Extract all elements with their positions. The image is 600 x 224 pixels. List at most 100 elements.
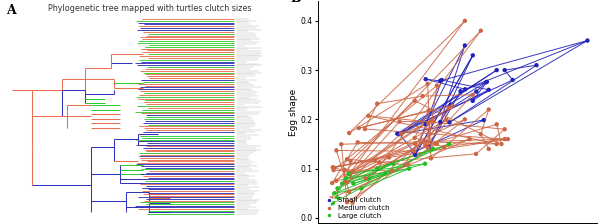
Point bbox=[403, 163, 413, 166]
Point bbox=[482, 80, 492, 84]
Point bbox=[410, 153, 420, 157]
Point bbox=[328, 166, 338, 169]
Point bbox=[421, 144, 430, 147]
Point bbox=[432, 142, 442, 146]
Point bbox=[421, 140, 431, 143]
Point bbox=[508, 78, 517, 82]
Point bbox=[460, 88, 470, 91]
Point bbox=[388, 162, 398, 166]
Point bbox=[364, 114, 373, 118]
Point bbox=[392, 132, 402, 136]
Point bbox=[437, 78, 446, 82]
Point bbox=[424, 122, 433, 125]
Point bbox=[423, 82, 433, 86]
Point bbox=[344, 171, 354, 174]
Point bbox=[384, 156, 394, 159]
Point bbox=[421, 77, 430, 81]
Point bbox=[465, 137, 475, 141]
Point bbox=[428, 147, 438, 151]
Point bbox=[460, 44, 470, 47]
Legend: Small clutch, Medium clutch, Large clutch: Small clutch, Medium clutch, Large clutc… bbox=[322, 196, 390, 219]
Point bbox=[344, 172, 353, 175]
Point bbox=[410, 142, 420, 145]
Point bbox=[421, 122, 430, 126]
Point bbox=[583, 39, 592, 42]
Point bbox=[476, 29, 485, 32]
Point bbox=[439, 145, 449, 149]
Point bbox=[484, 108, 494, 111]
Point bbox=[419, 140, 428, 144]
Point bbox=[409, 150, 419, 154]
Point bbox=[410, 99, 419, 103]
Point bbox=[532, 63, 541, 67]
Point bbox=[445, 106, 455, 110]
Point bbox=[348, 170, 358, 174]
Point bbox=[361, 177, 370, 180]
Point bbox=[500, 68, 509, 72]
Point bbox=[332, 196, 342, 200]
Point bbox=[418, 94, 427, 98]
Point bbox=[481, 80, 491, 84]
Text: A: A bbox=[6, 4, 16, 17]
Point bbox=[446, 103, 455, 107]
Point bbox=[370, 159, 380, 162]
Point bbox=[395, 120, 404, 123]
Point bbox=[344, 190, 354, 194]
Point bbox=[448, 104, 457, 108]
Point bbox=[492, 142, 502, 146]
Point bbox=[420, 162, 430, 166]
Point bbox=[329, 192, 339, 195]
Point bbox=[492, 123, 502, 126]
Point bbox=[365, 177, 374, 180]
Point bbox=[329, 168, 338, 172]
Point bbox=[484, 147, 494, 151]
Point bbox=[468, 99, 478, 103]
Point bbox=[353, 140, 362, 144]
Point bbox=[492, 68, 502, 72]
Point bbox=[409, 149, 419, 153]
Point bbox=[476, 132, 485, 136]
Point bbox=[410, 136, 419, 140]
Point bbox=[460, 19, 470, 23]
Point bbox=[325, 206, 334, 210]
Point bbox=[374, 161, 384, 164]
Point bbox=[500, 127, 509, 131]
Point bbox=[484, 88, 494, 92]
Point bbox=[436, 120, 445, 124]
Point bbox=[423, 146, 433, 150]
Point bbox=[503, 137, 512, 141]
Point bbox=[328, 201, 338, 205]
Point bbox=[424, 146, 433, 149]
Point bbox=[429, 120, 439, 123]
Point bbox=[329, 166, 339, 169]
Point bbox=[404, 167, 414, 170]
Point bbox=[343, 180, 352, 184]
Point bbox=[342, 157, 352, 161]
Point bbox=[346, 159, 355, 163]
Point bbox=[500, 137, 509, 141]
Point bbox=[396, 132, 406, 136]
Point bbox=[347, 201, 357, 205]
Point bbox=[332, 179, 341, 183]
Point bbox=[326, 197, 335, 200]
Point bbox=[349, 182, 358, 185]
Point bbox=[373, 102, 382, 106]
Point bbox=[373, 167, 382, 170]
Point bbox=[444, 142, 454, 146]
Point bbox=[471, 152, 481, 156]
Point bbox=[341, 181, 350, 185]
Point bbox=[460, 118, 470, 121]
Point bbox=[388, 169, 397, 173]
Point bbox=[395, 132, 404, 136]
Y-axis label: Egg shape: Egg shape bbox=[289, 88, 298, 136]
Text: Phylogenetic tree mapped with turtles clutch sizes: Phylogenetic tree mapped with turtles cl… bbox=[47, 4, 251, 13]
Point bbox=[436, 79, 445, 83]
Point bbox=[468, 93, 478, 97]
Point bbox=[341, 180, 350, 183]
Point bbox=[354, 126, 364, 130]
Point bbox=[426, 157, 436, 160]
Point bbox=[479, 118, 488, 122]
Point bbox=[345, 173, 355, 176]
Point bbox=[337, 142, 346, 146]
Point bbox=[497, 142, 506, 146]
